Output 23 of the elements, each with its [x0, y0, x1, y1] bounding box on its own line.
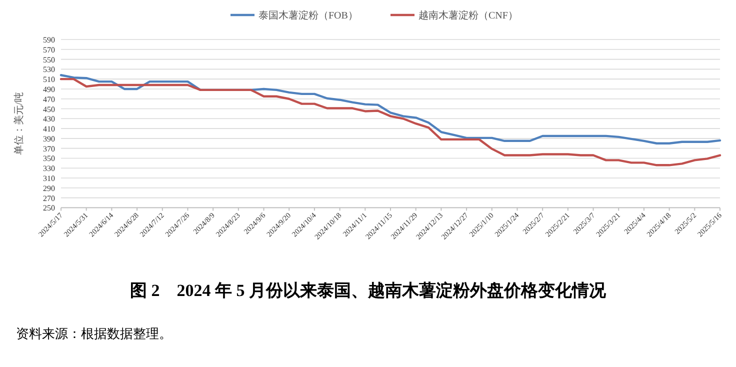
text: 图 2 2024 年 5 月份以来泰国、越南木薯淀粉外盘价格变化情况 — [130, 281, 607, 300]
y-tick-label: 390 — [43, 134, 55, 144]
y-tick-label: 350 — [43, 154, 55, 164]
y-tick-label: 250 — [43, 204, 55, 213]
y-tick-label: 370 — [43, 144, 55, 154]
y-tick-label: 290 — [43, 184, 55, 193]
y-tick-label: 330 — [43, 164, 55, 174]
y-tick-label: 270 — [43, 194, 55, 203]
y-tick-label: 470 — [43, 94, 55, 104]
legend-label: 泰国木薯淀粉（FOB） — [258, 10, 358, 22]
legend-label: 越南木薯淀粉（CNF） — [418, 10, 518, 22]
y-tick-label: 510 — [43, 75, 55, 84]
y-tick-label: 310 — [43, 174, 55, 184]
y-tick-label: 530 — [43, 65, 55, 74]
y-tick-label: 490 — [43, 84, 55, 94]
y-tick-label: 450 — [43, 104, 55, 114]
y-tick-label: 590 — [43, 36, 55, 44]
y-tick-label: 430 — [43, 114, 55, 124]
y-tick-label: 410 — [43, 124, 55, 134]
y-axis-title: 单位：美元/吨 — [13, 92, 25, 155]
y-tick-label: 570 — [43, 45, 55, 54]
y-tick-label: 550 — [43, 55, 55, 64]
text: 资料来源：根据数据整理。 — [16, 326, 172, 341]
